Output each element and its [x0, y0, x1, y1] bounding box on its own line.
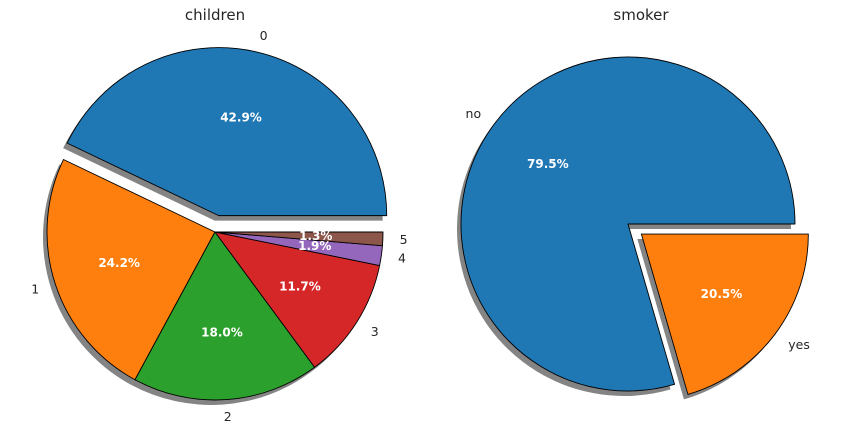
children-percent-label-5: 1.3% [299, 229, 332, 243]
smoker-pie-chart: smoker 79.5% no 20.5% yes [456, 6, 810, 400]
smoker-percent-label-yes: 20.5% [701, 287, 743, 301]
children-category-label-3: 3 [371, 324, 379, 339]
children-percent-label-2: 18.0% [201, 326, 243, 340]
children-percent-label-3: 11.7% [279, 279, 321, 293]
children-chart-title: children [185, 6, 245, 24]
smoker-slices [460, 56, 809, 395]
children-slice-3 [214, 231, 381, 368]
children-percent-label-1: 24.2% [98, 256, 140, 270]
children-category-label-5: 5 [400, 232, 408, 247]
children-percent-label-0: 42.9% [220, 110, 262, 124]
children-category-label-4: 4 [398, 251, 406, 266]
children-slice-0 [66, 47, 388, 217]
smoker-percent-label-no: 79.5% [527, 157, 569, 171]
children-category-label-0: 0 [260, 28, 268, 43]
smoker-slice-no [460, 56, 796, 392]
children-labels: 42.9% 0 24.2% 1 18.0% 2 11.7% 3 1.9% 4 1.3% 5 [31, 28, 407, 424]
smoker-chart-title: smoker [613, 6, 669, 24]
smoker-category-label-yes: yes [788, 337, 810, 352]
smoker-labels: 79.5% no 20.5% yes [466, 106, 810, 352]
children-slice-2 [134, 231, 316, 401]
smoker-category-label-no: no [466, 106, 482, 121]
children-percent-label-4: 1.9% [298, 239, 331, 253]
smoker-slice-yes [640, 233, 809, 395]
children-category-label-1: 1 [31, 282, 39, 297]
children-slice-1 [46, 159, 216, 381]
children-slices [46, 47, 388, 401]
children-slice-5 [214, 231, 384, 247]
children-pie-chart: children 42.9% 0 24.2% 1 18.0% 2 11.7% 3 1.9% 4 1.… [31, 6, 407, 424]
children-category-label-2: 2 [224, 409, 232, 424]
